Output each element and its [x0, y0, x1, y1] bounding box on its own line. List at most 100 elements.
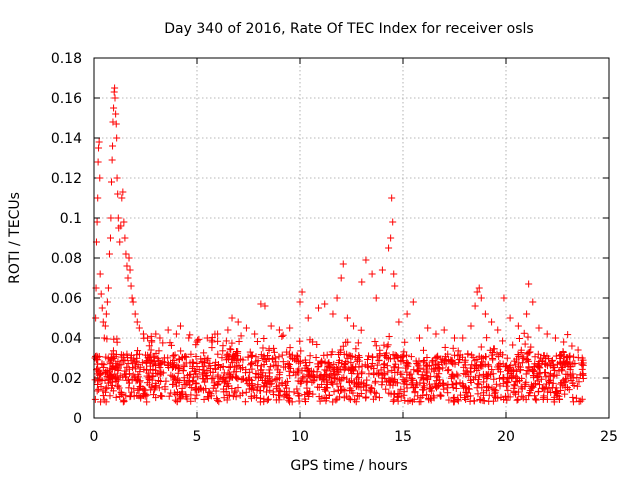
dense-point — [282, 379, 290, 387]
dense-point — [518, 392, 526, 400]
dense-point — [152, 379, 160, 387]
dense-point — [248, 351, 256, 359]
dense-point — [288, 351, 296, 359]
data-point — [95, 138, 103, 146]
dense-point — [248, 380, 256, 388]
dense-point — [329, 398, 337, 406]
dense-point — [338, 359, 346, 367]
dense-point — [215, 398, 223, 406]
data-point — [475, 284, 483, 292]
dense-point — [119, 356, 127, 364]
dense-point — [503, 396, 511, 404]
dense-point — [249, 384, 257, 392]
data-point — [103, 298, 111, 306]
dense-point — [191, 385, 199, 393]
dense-point — [275, 396, 283, 404]
data-point — [471, 302, 479, 310]
dense-point — [273, 376, 281, 384]
dense-point — [169, 381, 177, 389]
y-tick-label: 0.18 — [51, 51, 82, 67]
dense-point — [432, 377, 440, 385]
dense-point — [465, 385, 473, 393]
dense-point — [340, 350, 348, 358]
dense-point — [237, 376, 245, 384]
dense-point — [578, 361, 586, 369]
dense-point — [218, 354, 226, 362]
dense-point — [274, 362, 282, 370]
dense-point — [531, 380, 539, 388]
dense-point — [443, 384, 451, 392]
dense-point — [352, 345, 360, 353]
dense-point — [460, 363, 468, 371]
dense-point — [371, 338, 379, 346]
data-point — [111, 94, 119, 102]
data-point — [135, 324, 143, 332]
dense-point — [342, 338, 350, 346]
data-point — [109, 142, 117, 150]
dense-point — [229, 351, 237, 359]
dense-point — [316, 397, 324, 405]
dense-point — [495, 365, 503, 373]
dense-point — [549, 379, 557, 387]
dense-point — [274, 391, 282, 399]
dense-point — [500, 396, 508, 404]
dense-point — [553, 391, 561, 399]
dense-point — [299, 374, 307, 382]
dense-point — [98, 360, 106, 368]
dense-point — [541, 360, 549, 368]
y-tick-label: 0 — [73, 411, 82, 427]
dense-point — [474, 390, 482, 398]
dense-point — [254, 357, 262, 365]
dense-point — [431, 354, 439, 362]
data-point — [129, 298, 137, 306]
dense-point — [375, 356, 383, 364]
data-point — [97, 290, 105, 298]
data-point — [378, 266, 386, 274]
dense-point — [436, 365, 444, 373]
dense-point — [214, 362, 222, 370]
dense-point — [349, 363, 357, 371]
dense-point — [192, 353, 200, 361]
dense-point — [444, 389, 452, 397]
dense-point — [260, 395, 268, 403]
dense-point — [232, 357, 240, 365]
dense-point — [275, 381, 283, 389]
dense-point — [505, 375, 513, 383]
dense-point — [461, 394, 469, 402]
dense-point — [236, 391, 244, 399]
dense-point — [373, 361, 381, 369]
dense-point — [148, 383, 156, 391]
data-point — [261, 302, 269, 310]
dense-point — [499, 337, 507, 345]
dense-point — [509, 341, 517, 349]
dense-point — [262, 388, 270, 396]
data-point — [203, 334, 211, 342]
dense-point — [123, 350, 131, 358]
dense-point — [244, 353, 252, 361]
dense-point — [470, 397, 478, 405]
dense-point — [439, 364, 447, 372]
dense-point — [155, 347, 163, 355]
dense-point — [214, 350, 222, 358]
dense-point — [174, 369, 182, 377]
dense-point — [145, 369, 153, 377]
dense-point — [539, 394, 547, 402]
dense-point — [166, 339, 174, 347]
dense-point — [147, 346, 155, 354]
dense-point — [534, 388, 542, 396]
dense-point — [104, 379, 112, 387]
dense-point — [177, 347, 185, 355]
dense-point — [474, 380, 482, 388]
dense-point — [220, 369, 228, 377]
dense-point — [115, 384, 123, 392]
dense-point — [369, 353, 377, 361]
dense-point — [357, 326, 365, 334]
dense-point — [194, 373, 202, 381]
dense-point — [428, 383, 436, 391]
dense-point — [284, 394, 292, 402]
dense-point — [314, 360, 322, 368]
dense-point — [454, 396, 462, 404]
dense-point — [447, 358, 455, 366]
dense-point — [143, 379, 151, 387]
